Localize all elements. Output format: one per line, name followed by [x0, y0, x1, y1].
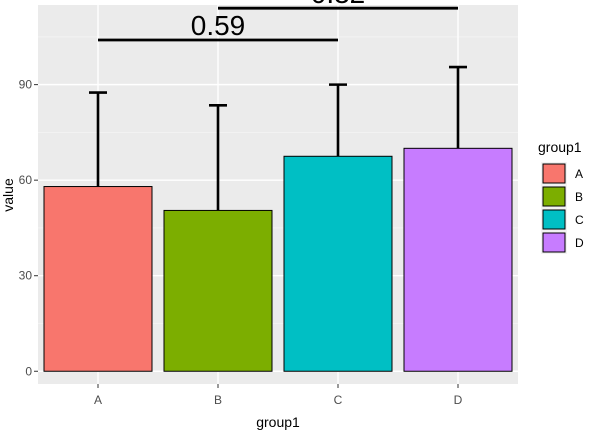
- x-tick-label: D: [454, 393, 463, 407]
- bars: [43, 147, 513, 372]
- bar-c: [283, 155, 393, 372]
- x-tick-label: C: [334, 393, 343, 407]
- legend-swatch-a: [542, 163, 566, 184]
- y-tick-label: 90: [19, 78, 33, 92]
- legend-swatch-c: [542, 209, 566, 230]
- annotation-label: 0.32: [311, 0, 366, 9]
- y-tick-label: 60: [19, 173, 33, 187]
- bar-b: [163, 209, 273, 372]
- significance-annotations: 0.59 0.32: [98, 0, 458, 42]
- legend-label: B: [575, 190, 583, 204]
- legend-label: A: [575, 167, 583, 181]
- legend-label: D: [575, 236, 584, 250]
- x-tick-label: A: [94, 393, 102, 407]
- legend-swatch-d: [542, 232, 566, 253]
- legend-label: C: [575, 213, 584, 227]
- bar-d: [403, 147, 513, 372]
- bar-a: [43, 186, 153, 372]
- legend-swatch-b: [542, 186, 566, 207]
- y-tick-label: 0: [25, 364, 32, 378]
- legend-title: group1: [538, 139, 582, 155]
- x-tick-label: B: [214, 393, 222, 407]
- y-tick-label: 30: [19, 269, 33, 283]
- y-axis-title: value: [0, 178, 16, 212]
- annotation-label: 0.59: [191, 10, 246, 41]
- x-axis-title: group1: [256, 414, 300, 430]
- error-bars: [89, 65, 467, 211]
- x-axis: A B C D: [94, 384, 463, 407]
- y-axis: 0 30 60 90: [19, 78, 38, 378]
